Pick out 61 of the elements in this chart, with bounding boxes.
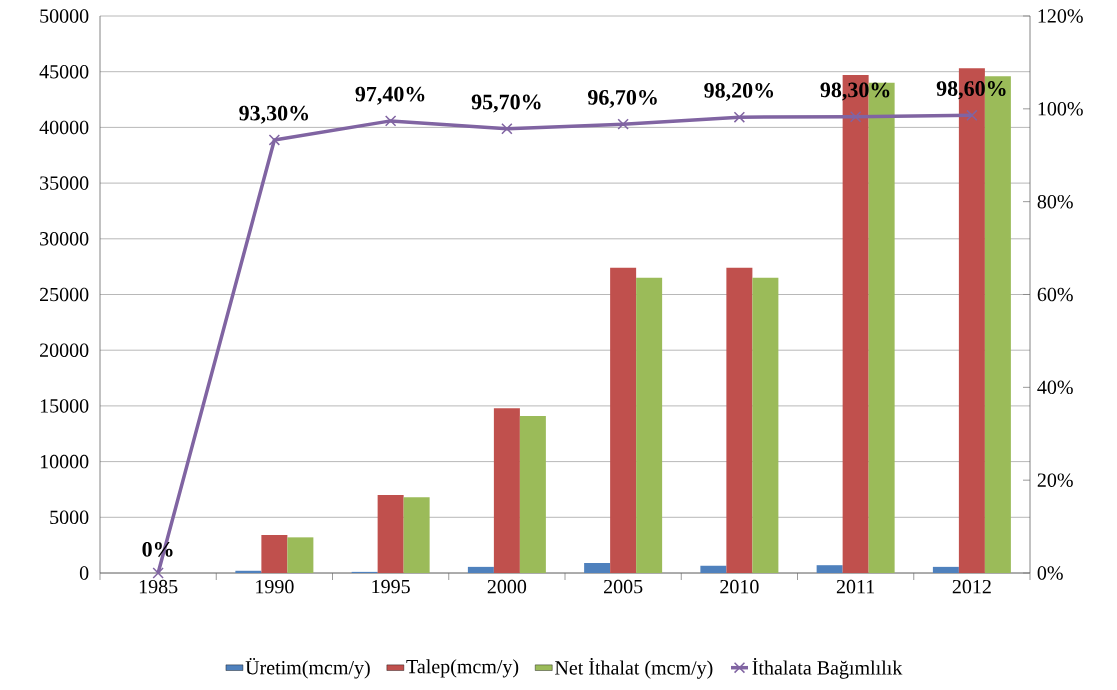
data-label: 98,20%	[704, 82, 774, 101]
bar	[467, 566, 494, 573]
bar	[726, 267, 753, 573]
bar	[287, 537, 314, 573]
y-tick-label: 20000	[40, 343, 89, 357]
y-tick-label: 10000	[40, 454, 89, 469]
point	[849, 111, 862, 123]
y2-tick-label: 100%	[1038, 102, 1083, 116]
point	[384, 115, 397, 127]
bar	[752, 277, 779, 573]
y-tick-label: 30000	[40, 232, 89, 246]
y2-tick-label: 20%	[1037, 473, 1073, 487]
data-label: 97,40%	[355, 86, 425, 105]
x-tick-label: 2000	[487, 579, 527, 594]
bar	[816, 565, 843, 573]
y-tick-label: 15000	[40, 399, 89, 413]
bar	[235, 570, 262, 573]
y2-tick-label: 40%	[1037, 380, 1073, 395]
legend-label: Üretim(mcm/y)	[245, 658, 370, 679]
x-tick-label: 2011	[836, 579, 875, 594]
y-tick-label: 50000	[40, 9, 89, 23]
y2-tick-label: 0%	[1037, 566, 1063, 580]
point	[501, 123, 513, 135]
legend-label: İthalata Bağımlılık	[752, 657, 903, 679]
bar	[261, 535, 288, 573]
bar	[403, 497, 430, 573]
y2-tick-label: 60%	[1037, 287, 1073, 302]
bar	[493, 408, 520, 573]
y2-tick-label: 80%	[1037, 194, 1073, 209]
x-tick-label: 1990	[256, 579, 294, 594]
data-label: 96,70%	[587, 89, 657, 108]
bar	[636, 277, 663, 573]
bar	[932, 566, 959, 573]
x-tick-label: 2012	[952, 579, 991, 594]
point	[617, 118, 629, 130]
bar	[519, 415, 546, 573]
x-tick-label: 2010	[720, 579, 759, 594]
data-label: 95,70%	[471, 94, 541, 113]
y-tick-label: 5000	[50, 510, 89, 525]
bar	[584, 562, 611, 573]
y-tick-label: 35000	[40, 176, 89, 190]
y2-tick-label: 120%	[1038, 9, 1083, 23]
x-tick-label: 1985	[139, 579, 178, 594]
data-label: 93,30%	[239, 105, 309, 124]
y-tick-label: 25000	[40, 287, 89, 302]
bar	[700, 565, 727, 573]
point	[268, 134, 281, 146]
point	[966, 109, 978, 122]
data-label: 98,30%	[820, 82, 890, 101]
data-label: 98,60%	[936, 81, 1006, 100]
bar	[610, 267, 637, 573]
legend-label: Talep(mcm/y)	[406, 659, 519, 678]
point	[733, 111, 746, 123]
x-tick-label: 2005	[604, 579, 643, 594]
bar	[377, 495, 404, 573]
point	[152, 567, 164, 579]
x-tick-label: 1995	[372, 579, 410, 594]
y-tick-label: 40000	[39, 120, 89, 135]
legend-label: Net İthalat (mcm/y)	[555, 657, 713, 679]
y-tick-label: 0	[79, 566, 89, 580]
y-tick-label: 45000	[39, 64, 89, 79]
